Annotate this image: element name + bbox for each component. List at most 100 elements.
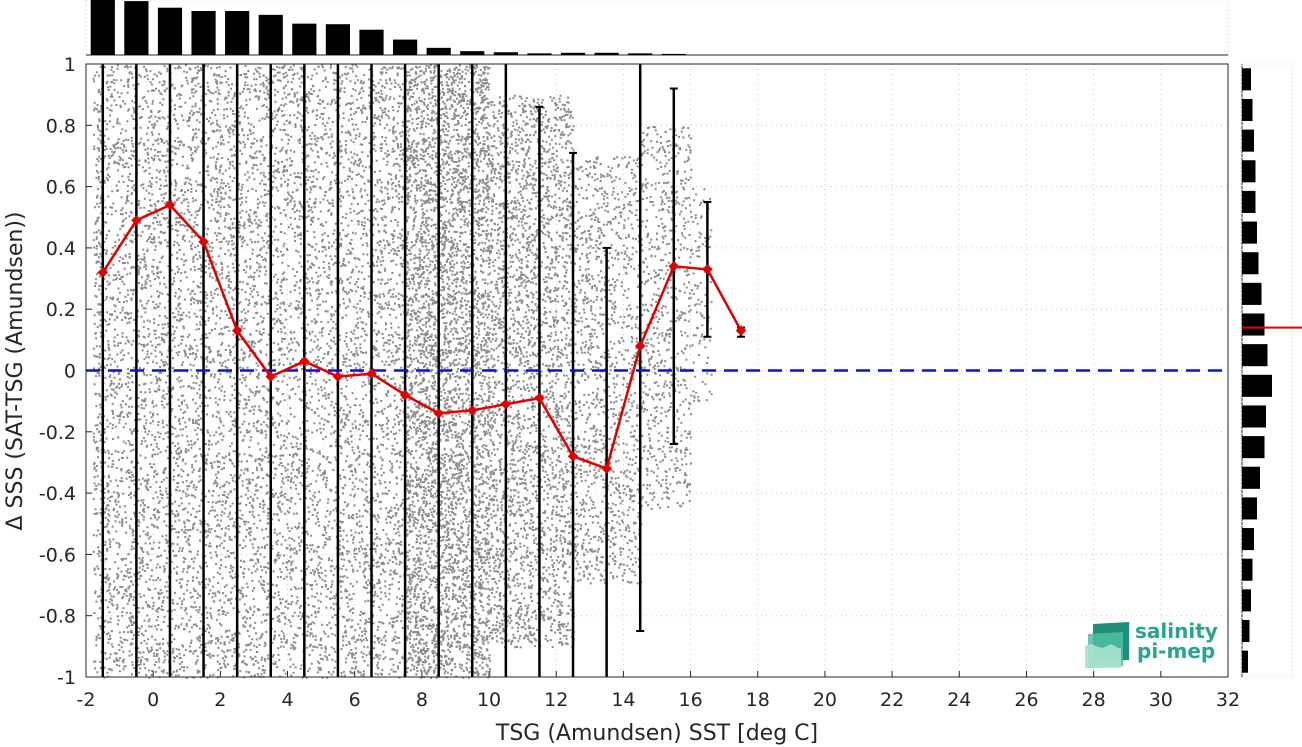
- mean-point: [131, 215, 142, 226]
- right-histogram-frame: [1241, 63, 1293, 678]
- x-tick-label: 18: [746, 689, 770, 711]
- x-tick-label: 14: [611, 689, 635, 711]
- x-tick-label: 28: [1082, 689, 1106, 711]
- y-tick-label: 0.2: [46, 299, 76, 321]
- mean-point: [433, 408, 444, 419]
- y-tick-label: 0: [64, 361, 76, 383]
- right-histogram-bar: [1242, 405, 1266, 428]
- y-tick-label: 0.6: [46, 177, 76, 199]
- right-histogram-bar: [1242, 558, 1253, 581]
- mean-point: [534, 392, 545, 404]
- top-histogram-bar: [392, 39, 418, 55]
- salinity-pimep-logo: salinity pi-mep: [1085, 619, 1218, 668]
- top-histogram-bar: [460, 51, 485, 55]
- x-tick-label: 8: [416, 689, 428, 711]
- top-histogram-bar: [359, 29, 384, 55]
- right-histogram-bar: [1242, 313, 1265, 336]
- y-tick-label: 1: [64, 54, 76, 76]
- right-histogram-bar: [1242, 129, 1254, 152]
- top-histogram-bar: [560, 52, 586, 55]
- right-histogram-bar: [1242, 68, 1251, 91]
- right-histogram-bar: [1242, 160, 1256, 183]
- mean-point: [231, 325, 243, 336]
- y-tick-label: 0.8: [46, 115, 76, 137]
- x-tick-label: 16: [678, 689, 702, 711]
- y-tick-label: -0.2: [39, 422, 76, 444]
- top-histogram-bar: [594, 52, 619, 55]
- x-tick-label: 4: [281, 689, 293, 711]
- right-histogram-bar: [1242, 374, 1272, 397]
- right-histogram-bar: [1242, 221, 1257, 244]
- mean-point: [467, 405, 478, 416]
- top-histogram-bar: [191, 11, 216, 55]
- x-tick-label: 26: [1014, 689, 1038, 711]
- top-histogram-bar: [661, 53, 686, 55]
- top-histogram-bar: [527, 53, 552, 55]
- right-histogram-bar: [1242, 589, 1251, 612]
- x-tick-label: 24: [947, 689, 971, 711]
- top-histogram-bar: [124, 1, 149, 56]
- right-histogram-bar: [1242, 98, 1253, 122]
- scatter-points: [489, 94, 575, 649]
- mean-point: [634, 340, 646, 352]
- mean-point: [332, 371, 344, 382]
- mean-point: [299, 356, 310, 367]
- x-tick-label: 22: [880, 689, 904, 711]
- x-tick-label: 2: [214, 689, 226, 711]
- x-tick-label: -2: [77, 689, 96, 711]
- right-histogram-bar: [1242, 344, 1268, 367]
- right-histogram-bar: [1242, 190, 1256, 213]
- mean-series-line: [101, 203, 743, 471]
- logo-line-1: salinity: [1135, 619, 1218, 643]
- y-tick-labels: -1 -0.8 -0.6 -0.4 -0.2 0 0.2 0.4 0.6 0.8 1: [39, 54, 92, 689]
- right-histogram: [1241, 63, 1302, 678]
- mean-point: [164, 199, 176, 211]
- top-histogram-bar: [258, 14, 283, 56]
- right-histogram-bar: [1242, 528, 1254, 551]
- right-histogram-bar: [1242, 650, 1248, 673]
- y-tick-label: -0.8: [39, 606, 76, 628]
- top-histogram-bar: [90, 0, 115, 55]
- x-axis-label: TSG (Amundsen) SST [deg C]: [495, 721, 818, 746]
- scatter-points-group: [640, 126, 693, 510]
- mean-point: [265, 371, 276, 382]
- mean-point: [399, 389, 411, 401]
- mean-point: [735, 325, 747, 336]
- y-tick-label: -0.6: [39, 544, 76, 566]
- y-tick-label: -1: [57, 667, 76, 689]
- top-histogram-bar: [325, 24, 351, 55]
- x-tick-label: 12: [544, 689, 568, 711]
- right-histogram-bar: [1242, 619, 1250, 643]
- top-histogram-frame: [85, 0, 1229, 56]
- mean-line-layer: [97, 199, 747, 474]
- mean-point: [198, 236, 209, 247]
- right-histogram-bar: [1242, 282, 1262, 305]
- right-histogram-bar: [1242, 466, 1260, 489]
- top-histogram-bar: [493, 52, 518, 55]
- mean-point: [97, 267, 109, 278]
- x-tick-label: 20: [813, 689, 837, 711]
- scatter-points: [640, 126, 693, 510]
- scatter-points-group: [489, 94, 575, 649]
- mean-point: [500, 399, 512, 410]
- right-histogram-bar: [1242, 436, 1265, 459]
- top-histogram-bar: [292, 23, 317, 55]
- scatter-points-group: [92, 64, 407, 679]
- scatter-points: [92, 64, 407, 679]
- logo-wave-icon: [1085, 622, 1129, 668]
- logo-line-2: pi-mep: [1137, 639, 1215, 663]
- mean-point: [567, 451, 579, 462]
- y-tick-label: -0.4: [39, 483, 76, 505]
- right-histogram-bar: [1242, 497, 1257, 520]
- top-histogram-bar: [628, 53, 653, 55]
- x-tick-label: 30: [1149, 689, 1173, 711]
- mean-point: [702, 264, 713, 275]
- y-tick-label: 0.4: [46, 238, 76, 260]
- y-axis-label: Δ SSS (SAT-TSG (Amundsen)): [3, 211, 28, 530]
- x-tick-label: 0: [147, 689, 159, 711]
- top-histogram: [85, 0, 1229, 56]
- top-histogram-bar: [426, 47, 451, 55]
- x-tick-label: 6: [349, 689, 361, 711]
- top-histogram-bar: [225, 11, 250, 55]
